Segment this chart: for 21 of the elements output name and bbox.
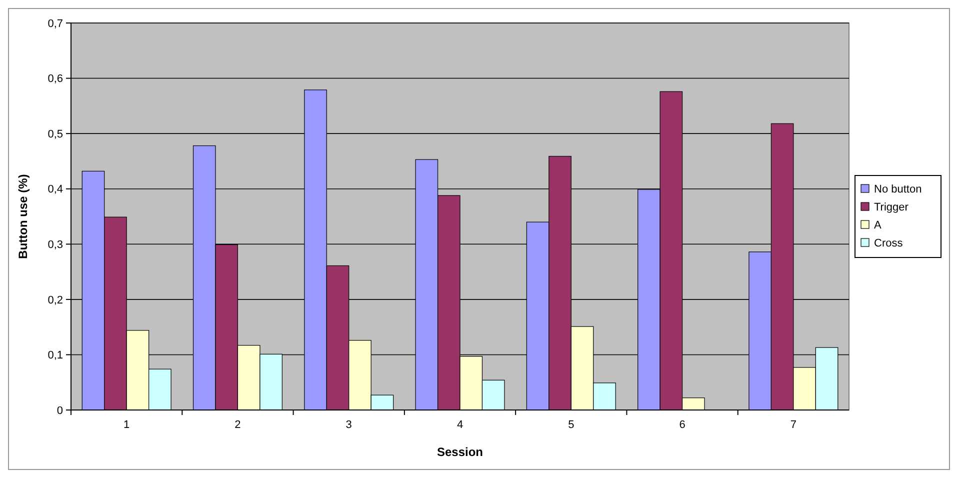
y-tick-label: 0,4 bbox=[48, 184, 63, 196]
x-tick-label: 1 bbox=[124, 419, 130, 431]
legend-label: A bbox=[874, 220, 882, 232]
y-tick-label: 0,2 bbox=[48, 294, 63, 306]
y-tick-label: 0,6 bbox=[48, 73, 63, 86]
legend-label: Cross bbox=[874, 238, 904, 250]
x-tick-label: 5 bbox=[568, 419, 574, 431]
x-tick-label: 4 bbox=[456, 419, 464, 431]
y-tick-label: 0,1 bbox=[48, 350, 63, 362]
x-tick-label: 2 bbox=[234, 419, 241, 431]
y-tick-label: 0,5 bbox=[48, 128, 63, 140]
x-tick-label: 6 bbox=[679, 419, 686, 431]
legend-label: Trigger bbox=[874, 202, 909, 214]
x-tick-label: 7 bbox=[790, 419, 796, 431]
x-axis-title: Session bbox=[436, 445, 484, 459]
y-axis-title: Button use (%) bbox=[16, 174, 30, 259]
x-tick-label: 3 bbox=[346, 419, 352, 431]
y-tick-label: 0 bbox=[56, 404, 63, 417]
legend-label: No button bbox=[874, 184, 922, 196]
y-tick-label: 0,3 bbox=[48, 238, 63, 251]
y-tick-label: 0,7 bbox=[48, 18, 63, 30]
